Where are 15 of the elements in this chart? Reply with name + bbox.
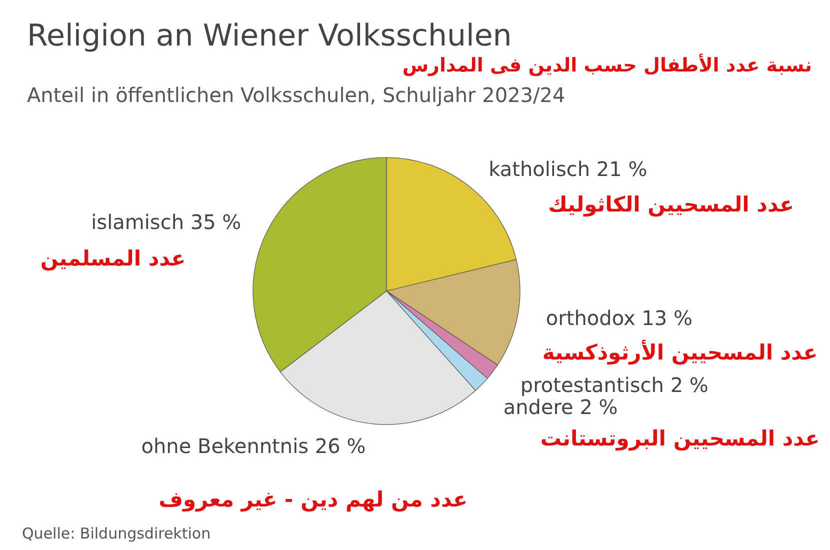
slice-label: katholisch 21 % <box>488 156 648 181</box>
chart-subtitle: Anteil in öffentlichen Volksschulen, Schuljahr 2023/24 <box>27 83 566 107</box>
source-note: Quelle: Bildungsdirektion <box>22 524 211 542</box>
text: عدد المسحيين البروتستانت <box>540 426 820 452</box>
text: عدد المسلمين <box>40 246 186 272</box>
slice-label: islamisch 35 % <box>91 210 242 234</box>
text: عدد المسحيين الكاثوليك <box>548 192 794 218</box>
slice-label: andere 2 % <box>503 395 618 420</box>
text: نسبة عدد الأطفال حسب الدين فى المدارس <box>402 54 812 76</box>
slice-label: protestantisch 2 % <box>520 373 708 398</box>
slice-label: orthodox 13 % <box>546 306 692 330</box>
chart-title: Religion an Wiener Volksschulen <box>27 18 512 54</box>
slice-label: ohne Bekenntnis 26 % <box>141 434 366 458</box>
text: عدد المسحيين الأرثوذكسية <box>542 340 818 366</box>
text: عدد من لهم دين - غير معروف <box>158 488 468 512</box>
